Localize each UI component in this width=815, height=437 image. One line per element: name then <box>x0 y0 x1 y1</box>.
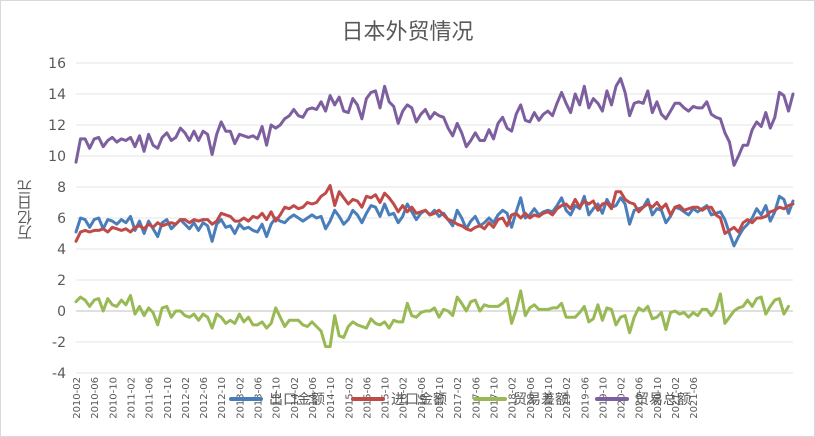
legend-item: 出口金额 <box>229 389 325 409</box>
x-tick-label: 2012-10 <box>217 377 228 419</box>
series-line-3 <box>74 77 795 167</box>
y-tick-label: 4 <box>57 242 66 258</box>
legend-item: 进口金额 <box>351 389 447 409</box>
x-tick-label: 2016-06 <box>417 377 428 419</box>
x-tick-label: 2021-06 <box>689 377 700 419</box>
legend-swatch <box>229 397 263 401</box>
x-tick-label: 2018-10 <box>544 377 555 419</box>
y-tick-label: 14 <box>48 87 66 103</box>
x-tick-label: 2011-10 <box>163 377 174 419</box>
y-tick-label: 2 <box>57 273 66 289</box>
x-tick-label: 2010-06 <box>90 377 101 419</box>
x-tick-label: 2016-10 <box>435 377 446 419</box>
legend-swatch <box>351 397 385 401</box>
legend-label: 贸易总额 <box>635 392 691 408</box>
x-tick-label: 2017-02 <box>453 377 464 419</box>
series-lines <box>74 77 795 349</box>
legend-item: 贸易总额 <box>595 389 691 409</box>
x-tick-label: 2010-10 <box>108 377 119 419</box>
x-tick-label: 2018-06 <box>526 377 537 419</box>
x-tick-label: 2019-02 <box>562 377 573 419</box>
legend-label: 进口金额 <box>391 392 447 408</box>
y-tick-label: -4 <box>52 366 66 382</box>
y-tick-label: 12 <box>48 118 66 134</box>
legend-label: 出口金额 <box>269 392 325 408</box>
y-tick-label: 16 <box>48 56 66 72</box>
x-tick-label: 2014-06 <box>308 377 319 419</box>
x-tick-label: 2015-02 <box>344 377 355 419</box>
y-tick-label: 8 <box>57 180 66 196</box>
x-tick-label: 2020-06 <box>635 377 646 419</box>
x-tick-label: 2013-10 <box>272 377 283 419</box>
series-line-1 <box>74 184 795 243</box>
y-tick-label: 0 <box>57 304 66 320</box>
chart-title: 日本外贸情况 <box>341 20 474 45</box>
x-tick-label: 2011-02 <box>126 377 137 419</box>
y-tick-label: 10 <box>48 149 66 165</box>
legend-swatch <box>473 397 507 401</box>
x-tick-label: 2012-06 <box>199 377 210 419</box>
x-tick-label: 2014-10 <box>326 377 337 419</box>
y-tick-label: 6 <box>57 211 66 227</box>
legend-label: 贸易差额 <box>513 392 569 408</box>
legend-item: 贸易差额 <box>473 389 569 409</box>
series-line-2 <box>74 289 790 349</box>
x-tick-label: 2016-02 <box>399 377 410 419</box>
y-tick-label: -2 <box>52 335 66 351</box>
x-tick-label: 2019-06 <box>580 377 591 419</box>
legend-swatch <box>595 397 629 401</box>
y-tick-labels: -4 -2 0 2 4 6 8 10 12 14 16 <box>48 56 66 382</box>
x-tick-label: 2021-02 <box>671 377 682 419</box>
x-tick-label: 2015-10 <box>381 377 392 419</box>
x-tick-label: 2010-02 <box>72 377 83 419</box>
x-tick-label: 2018-02 <box>508 377 519 419</box>
legend: 出口金额 进口金额 贸易差额 贸易总额 <box>190 388 730 410</box>
x-tick-label: 2012-02 <box>181 377 192 419</box>
x-tick-label: 2014-02 <box>290 377 301 419</box>
x-tick-label: 2020-10 <box>653 377 664 419</box>
x-tick-label: 2011-06 <box>145 377 156 419</box>
